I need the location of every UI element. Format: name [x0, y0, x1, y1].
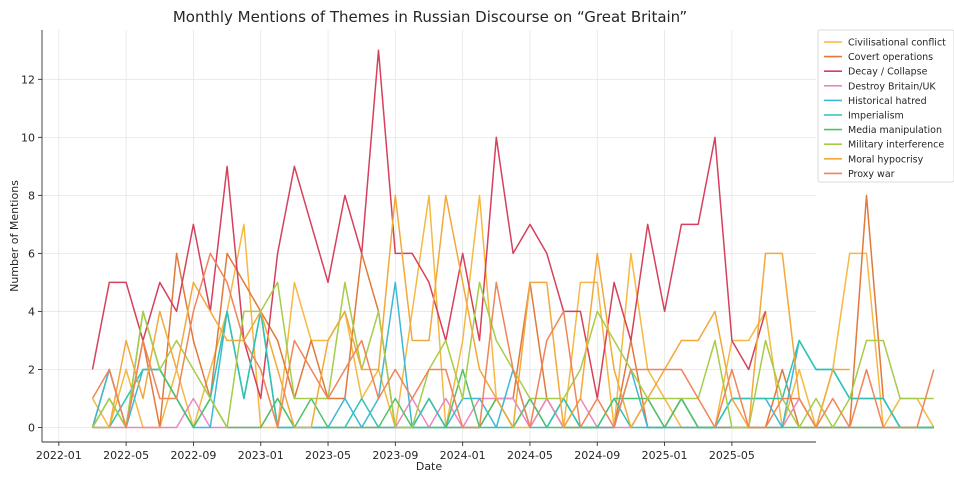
- legend-entry: Covert operations: [848, 52, 933, 63]
- legend-entry: Civilisational conflict: [848, 38, 946, 49]
- legend-entry: Historical hatred: [848, 96, 927, 107]
- legend-box: [817, 29, 954, 183]
- x-axis-label: Date: [416, 460, 443, 473]
- x-tick-label: 2023-01: [238, 449, 284, 462]
- x-tick-label: 2023-05: [305, 449, 351, 462]
- x-tick-label: 2022-09: [170, 449, 216, 462]
- grid: [42, 30, 816, 442]
- chart-title: Monthly Mentions of Themes in Russian Di…: [173, 8, 687, 26]
- legend-entry: Destroy Britain/UK: [848, 81, 936, 92]
- y-tick-label: 10: [21, 131, 35, 144]
- y-tick-label: 8: [28, 189, 35, 202]
- legend: Civilisational conflict Covert operations…: [817, 29, 954, 183]
- y-tick-labels: 0 2 4 6 8 10 12: [21, 73, 42, 434]
- legend-entry: Moral hypocrisy: [848, 154, 924, 165]
- y-tick-label: 12: [21, 73, 35, 86]
- legend-entry: Military interference: [848, 140, 944, 151]
- x-tick-label: 2022-05: [103, 449, 149, 462]
- legend-entry: Imperialism: [848, 111, 904, 122]
- series-line-proxy-war: [91, 252, 935, 429]
- legend-entry: Decay / Collapse: [848, 67, 928, 78]
- y-tick-label: 6: [28, 247, 35, 260]
- legend-entry: Media manipulation: [848, 125, 942, 136]
- x-tick-label: 2025-01: [642, 449, 688, 462]
- series-line-decay-collapse: [91, 49, 767, 400]
- series-line-moral-hypocrisy: [92, 194, 850, 429]
- x-tick-labels: 2022-01 2022-05 2022-09 2023-01 2023-05 2023-…: [36, 442, 755, 462]
- legend-entry: Proxy war: [848, 169, 895, 180]
- series-lines: [91, 49, 935, 429]
- x-tick-label: 2023-09: [372, 449, 418, 462]
- y-tick-label: 4: [28, 305, 35, 318]
- x-tick-label: 2024-05: [507, 449, 553, 462]
- y-tick-label: 2: [28, 363, 35, 376]
- x-tick-label: 2024-09: [574, 449, 620, 462]
- x-tick-label: 2024-01: [440, 449, 486, 462]
- x-tick-label: 2025-05: [709, 449, 755, 462]
- x-tick-label: 2022-01: [36, 449, 82, 462]
- axes: [41, 30, 816, 443]
- y-tick-label: 0: [28, 421, 35, 434]
- y-axis-label: Number of Mentions: [8, 180, 21, 292]
